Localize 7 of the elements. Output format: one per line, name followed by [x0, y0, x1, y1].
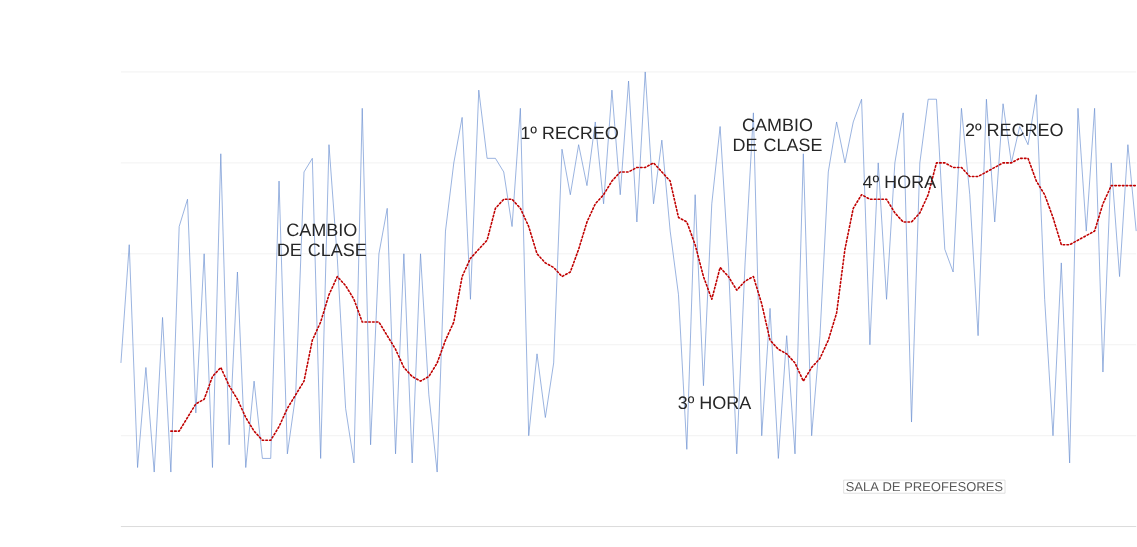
annotation: CAMBIO DE CLASE — [733, 118, 822, 152]
annotation: 3º HORA — [678, 396, 752, 410]
annotation: 1º RECREO — [521, 126, 618, 140]
annotation: 4º HORA — [863, 175, 937, 189]
annotation: 2º RECREO — [965, 123, 1063, 137]
annotation: CAMBIO DE CLASE — [278, 223, 366, 257]
annotation: SALA DE PREOFESORES — [846, 482, 1003, 492]
